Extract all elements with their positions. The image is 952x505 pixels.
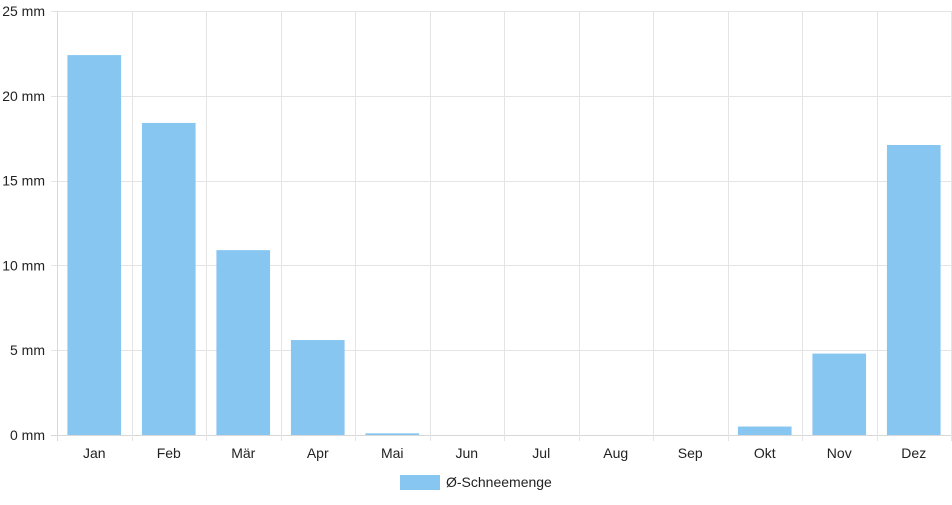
legend-swatch[interactable] (400, 475, 440, 490)
x-tick-label: Aug (603, 445, 628, 461)
x-tick-label: Dez (901, 445, 926, 461)
x-tick-label: Feb (157, 445, 181, 461)
x-tick-label: Mär (231, 445, 255, 461)
x-tick-label: Jun (455, 445, 478, 461)
bar[interactable] (290, 340, 345, 435)
x-tick-label: Apr (307, 445, 329, 461)
x-tick-label: Jan (83, 445, 106, 461)
legend-label[interactable]: Ø-Schneemenge (446, 474, 552, 490)
x-tick-label: Okt (754, 445, 776, 461)
y-tick-label: 10 mm (2, 257, 45, 273)
x-tick-label: Jul (532, 445, 550, 461)
y-tick-label: 0 mm (10, 427, 45, 443)
bar[interactable] (737, 426, 792, 435)
x-tick-label: Sep (678, 445, 703, 461)
bar[interactable] (812, 353, 867, 435)
bars (67, 55, 941, 435)
bar[interactable] (141, 122, 196, 435)
x-tick-label: Mai (381, 445, 404, 461)
legend[interactable]: Ø-Schneemenge (400, 474, 552, 490)
bar[interactable] (67, 55, 122, 435)
bar[interactable] (886, 144, 941, 435)
y-tick-label: 20 mm (2, 88, 45, 104)
x-tick-label: Nov (827, 445, 852, 461)
y-axis-ticks: 0 mm 5 mm 10 mm 15 mm 20 mm 25 mm (2, 3, 45, 443)
y-tick-label: 15 mm (2, 173, 45, 189)
y-tick-label: 25 mm (2, 3, 45, 19)
x-axis-ticks: Jan Feb Mär Apr Mai Jun Jul Aug Sep Okt Nov Dez (83, 445, 926, 461)
y-tick-label: 5 mm (10, 342, 45, 358)
grid (51, 11, 952, 441)
bar[interactable] (216, 250, 271, 435)
bar[interactable] (365, 433, 420, 435)
